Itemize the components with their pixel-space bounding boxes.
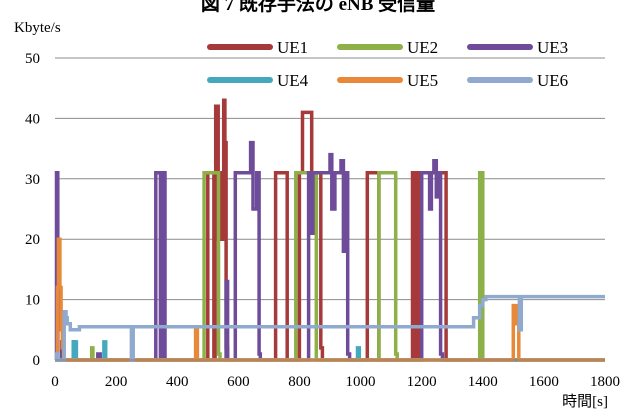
x-axis-label: 時間[s] bbox=[562, 393, 608, 410]
x-tick-label: 800 bbox=[288, 374, 311, 390]
gridlines bbox=[55, 57, 605, 301]
series-line-ue1 bbox=[55, 98, 477, 362]
legend-label: UE5 bbox=[407, 71, 438, 90]
y-tick-label: 40 bbox=[25, 111, 40, 127]
legend-label: UE1 bbox=[277, 38, 308, 57]
y-tick-label: 20 bbox=[25, 232, 40, 248]
x-tick-label: 400 bbox=[166, 374, 189, 390]
x-tick-label: 1200 bbox=[407, 374, 437, 390]
legend-label: UE3 bbox=[537, 38, 568, 57]
y-tick-label: 30 bbox=[25, 172, 40, 188]
legend-item-ue5: UE5 bbox=[337, 71, 438, 90]
series-line-ue2 bbox=[55, 171, 605, 362]
x-tick-label: 0 bbox=[51, 374, 59, 390]
legend-label: UE4 bbox=[277, 71, 309, 90]
y-tick-label: 10 bbox=[25, 293, 40, 309]
legend-item-ue3: UE3 bbox=[467, 38, 568, 57]
legend-item-ue2: UE2 bbox=[337, 38, 438, 57]
chart-title: 図 7 既存手法の eNB 受信量 bbox=[201, 0, 435, 15]
legend-label: UE6 bbox=[537, 71, 568, 90]
x-tick-label: 1400 bbox=[468, 374, 498, 390]
y-tick-label: 0 bbox=[33, 353, 41, 369]
legend-label: UE2 bbox=[407, 38, 438, 57]
legend: UE1 UE2 UE3 UE4 UE5 UE6 bbox=[207, 38, 568, 90]
series-line-ue4 bbox=[55, 340, 605, 362]
x-tick-label: 1000 bbox=[346, 374, 376, 390]
legend-item-ue4: UE4 bbox=[207, 71, 309, 90]
series-line-ue6 bbox=[54, 294, 605, 362]
x-tick-label: 1600 bbox=[529, 374, 559, 390]
x-tick-label: 1800 bbox=[590, 374, 620, 390]
x-tick-label: 600 bbox=[227, 374, 250, 390]
x-tick-label: 200 bbox=[105, 374, 128, 390]
tick-labels: 0 10 20 30 40 50 0 200 400 600 800 1000 1200 1400 1600… bbox=[25, 51, 620, 390]
y-axis-label: Kbyte/s bbox=[14, 20, 61, 36]
series-lines bbox=[54, 98, 605, 362]
y-tick-label: 50 bbox=[25, 51, 40, 67]
legend-item-ue1: UE1 bbox=[207, 38, 308, 57]
legend-item-ue6: UE6 bbox=[467, 71, 568, 90]
